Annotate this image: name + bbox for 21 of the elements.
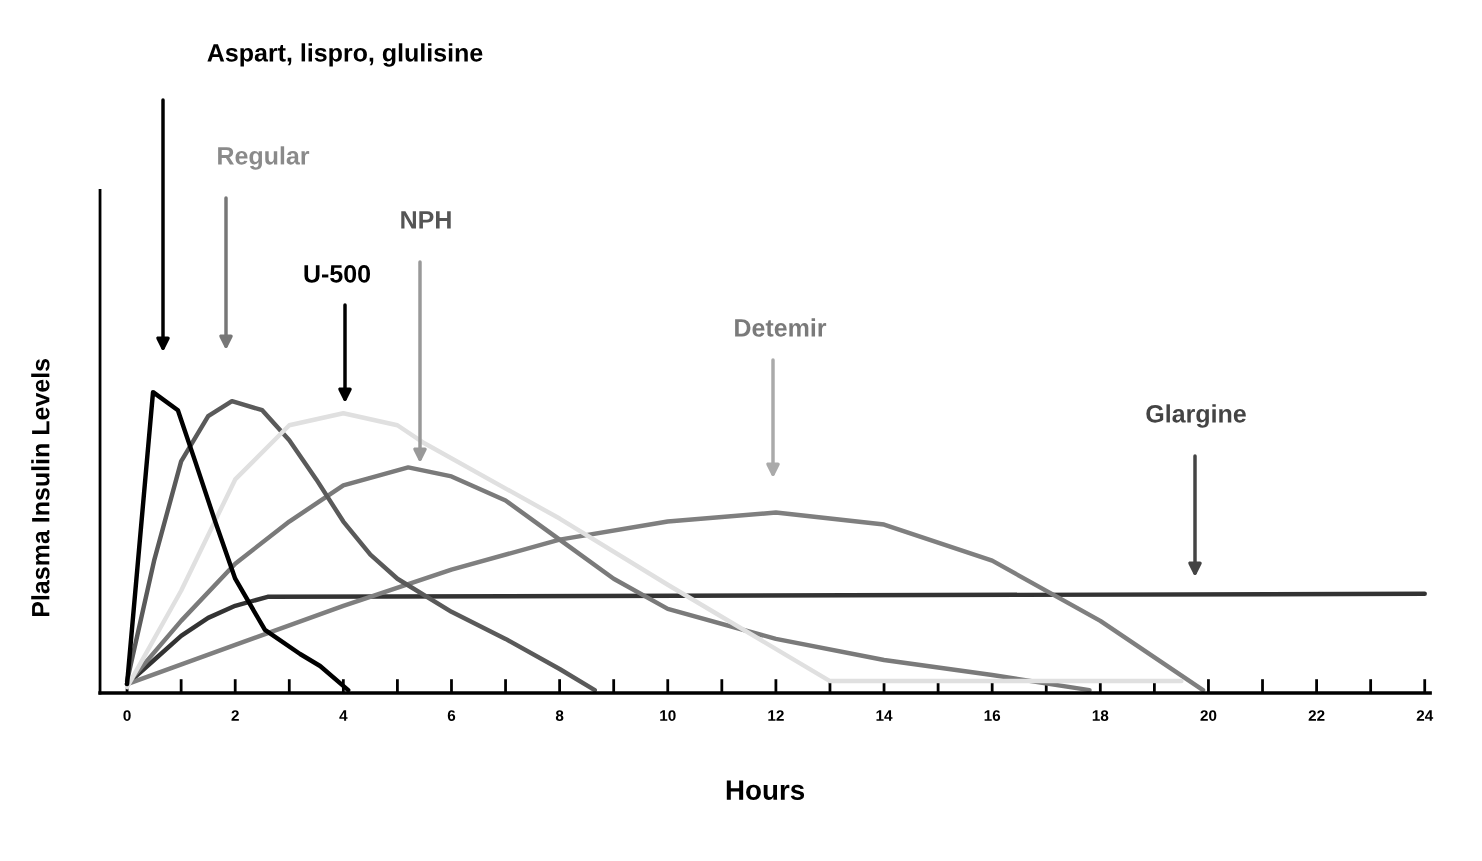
text: U-500 (304, 265, 371, 283)
x-tick-label: 24 (1416, 710, 1434, 721)
text: Regular (218, 146, 310, 170)
x-tick-label: 18 (1092, 710, 1109, 721)
text: Detemir (735, 318, 827, 337)
x-tick-label: 8 (555, 710, 564, 721)
y-axis-title: Plasma Insulin Levels (31, 358, 50, 617)
x-axis-title: Hours (726, 780, 805, 800)
x-tick-label: 2 (231, 710, 239, 721)
x-tick-label: 0 (123, 710, 131, 721)
text: NPH (401, 211, 451, 229)
x-tick-label: 16 (984, 710, 1001, 721)
x-tick-label: 14 (876, 710, 893, 721)
x-tick-label: 20 (1200, 710, 1217, 721)
x-tick-label: 12 (768, 710, 784, 721)
x-tick-label: 22 (1308, 710, 1325, 721)
annotation: Glargine (1146, 404, 1246, 428)
x-tick-label: 6 (447, 710, 456, 721)
x-tick-label: 4 (339, 710, 348, 721)
text: Aspart, lispro, glulisine (207, 43, 483, 67)
x-tick-label: 10 (660, 710, 676, 721)
